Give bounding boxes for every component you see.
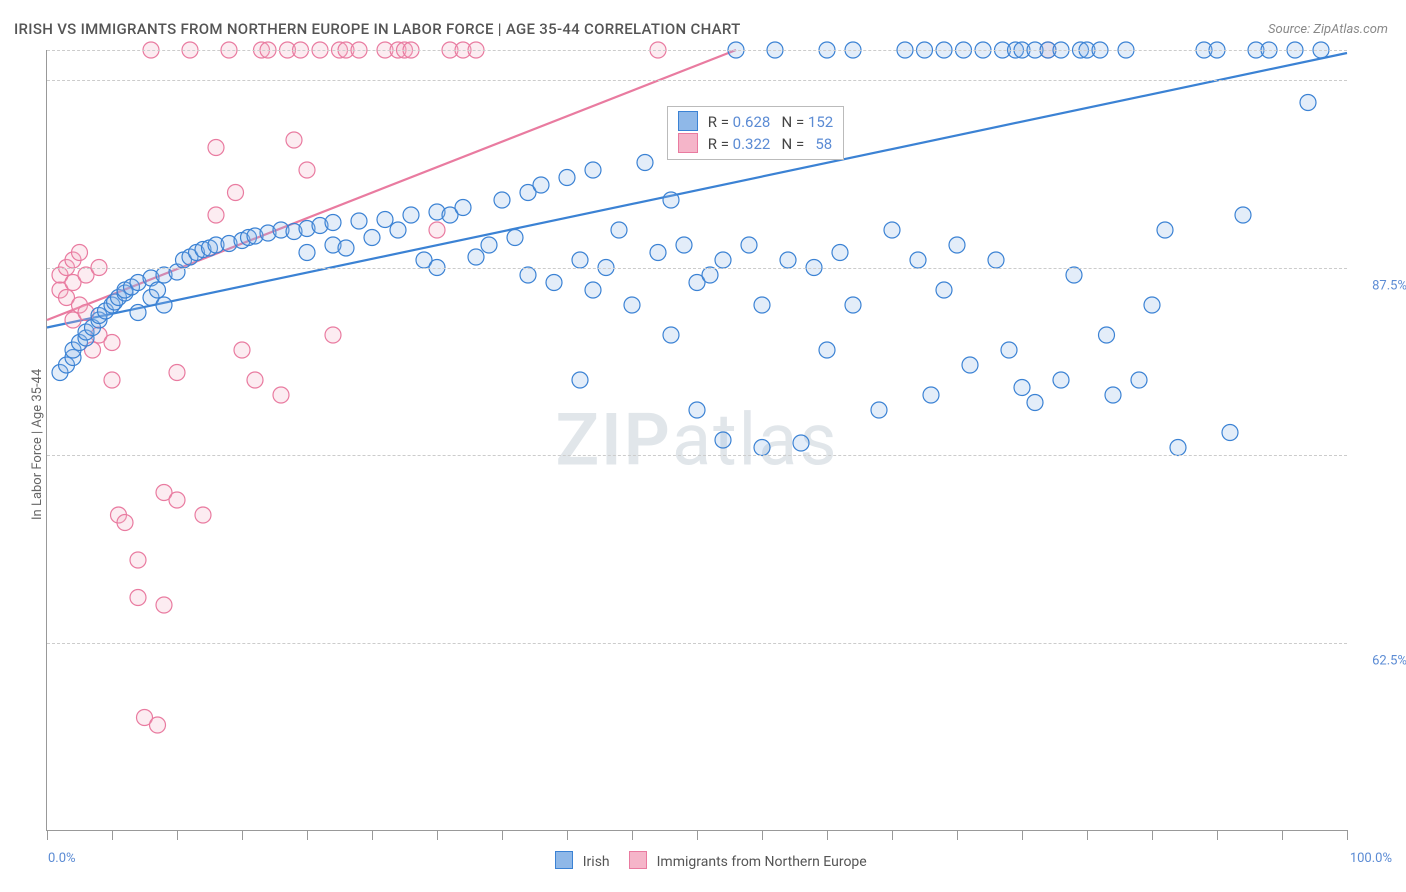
- source-label: Source: ZipAtlas.com: [1268, 22, 1388, 37]
- legend-swatch-irish: [678, 111, 698, 131]
- y-tick-label: 62.5%: [1372, 653, 1406, 668]
- legend-swatch-irish: [555, 851, 573, 869]
- legend-row-irish: R = 0.628 N = 152: [678, 111, 833, 133]
- y-axis-label: In Labor Force | Age 35-44: [30, 369, 45, 520]
- y-tick-label: 87.5%: [1372, 278, 1406, 293]
- legend-swatch-immigrants: [678, 133, 698, 153]
- legend-row-immigrants: R = 0.322 N = 58: [678, 133, 833, 155]
- legend-label-irish: Irish: [583, 854, 610, 870]
- chart-title: IRISH VS IMMIGRANTS FROM NORTHERN EUROPE…: [14, 20, 741, 38]
- bottom-legend: Irish Immigrants from Northern Europe: [0, 851, 1406, 870]
- legend-swatch-immigrants: [629, 851, 647, 869]
- scatter-points-layer: [47, 50, 1347, 830]
- plot-area: ZIPatlas R = 0.628 N = 152 R = 0.322 N =…: [46, 50, 1347, 831]
- legend-label-immigrants: Immigrants from Northern Europe: [657, 854, 867, 870]
- correlation-legend: R = 0.628 N = 152 R = 0.322 N = 58: [667, 106, 844, 160]
